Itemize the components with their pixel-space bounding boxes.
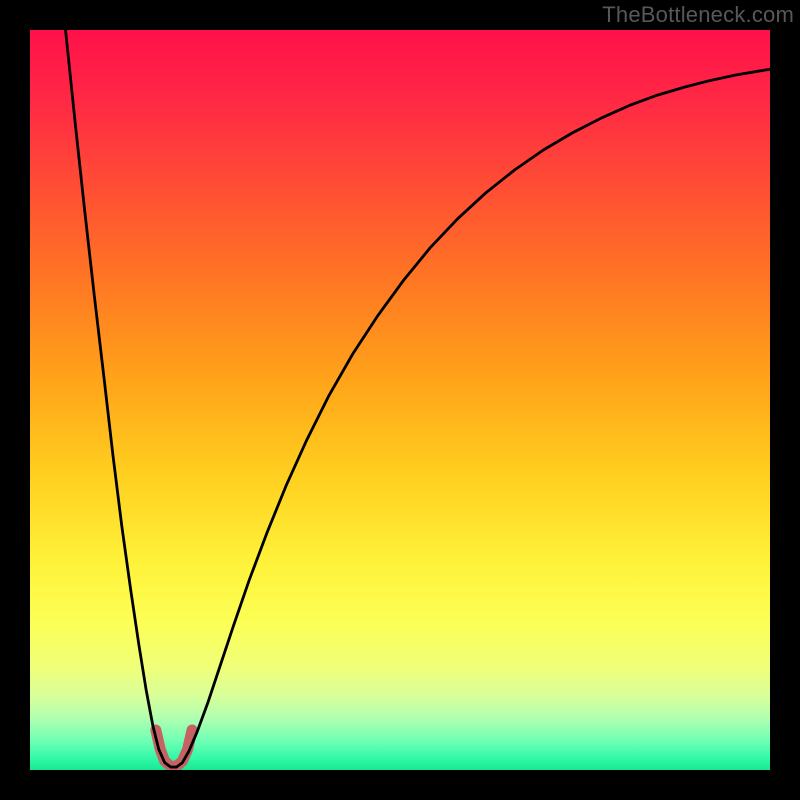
chart-plot-area: [30, 30, 770, 770]
watermark-text: TheBottleneck.com: [602, 2, 794, 28]
root-container: TheBottleneck.com: [0, 0, 800, 800]
chart-svg: [30, 30, 770, 770]
